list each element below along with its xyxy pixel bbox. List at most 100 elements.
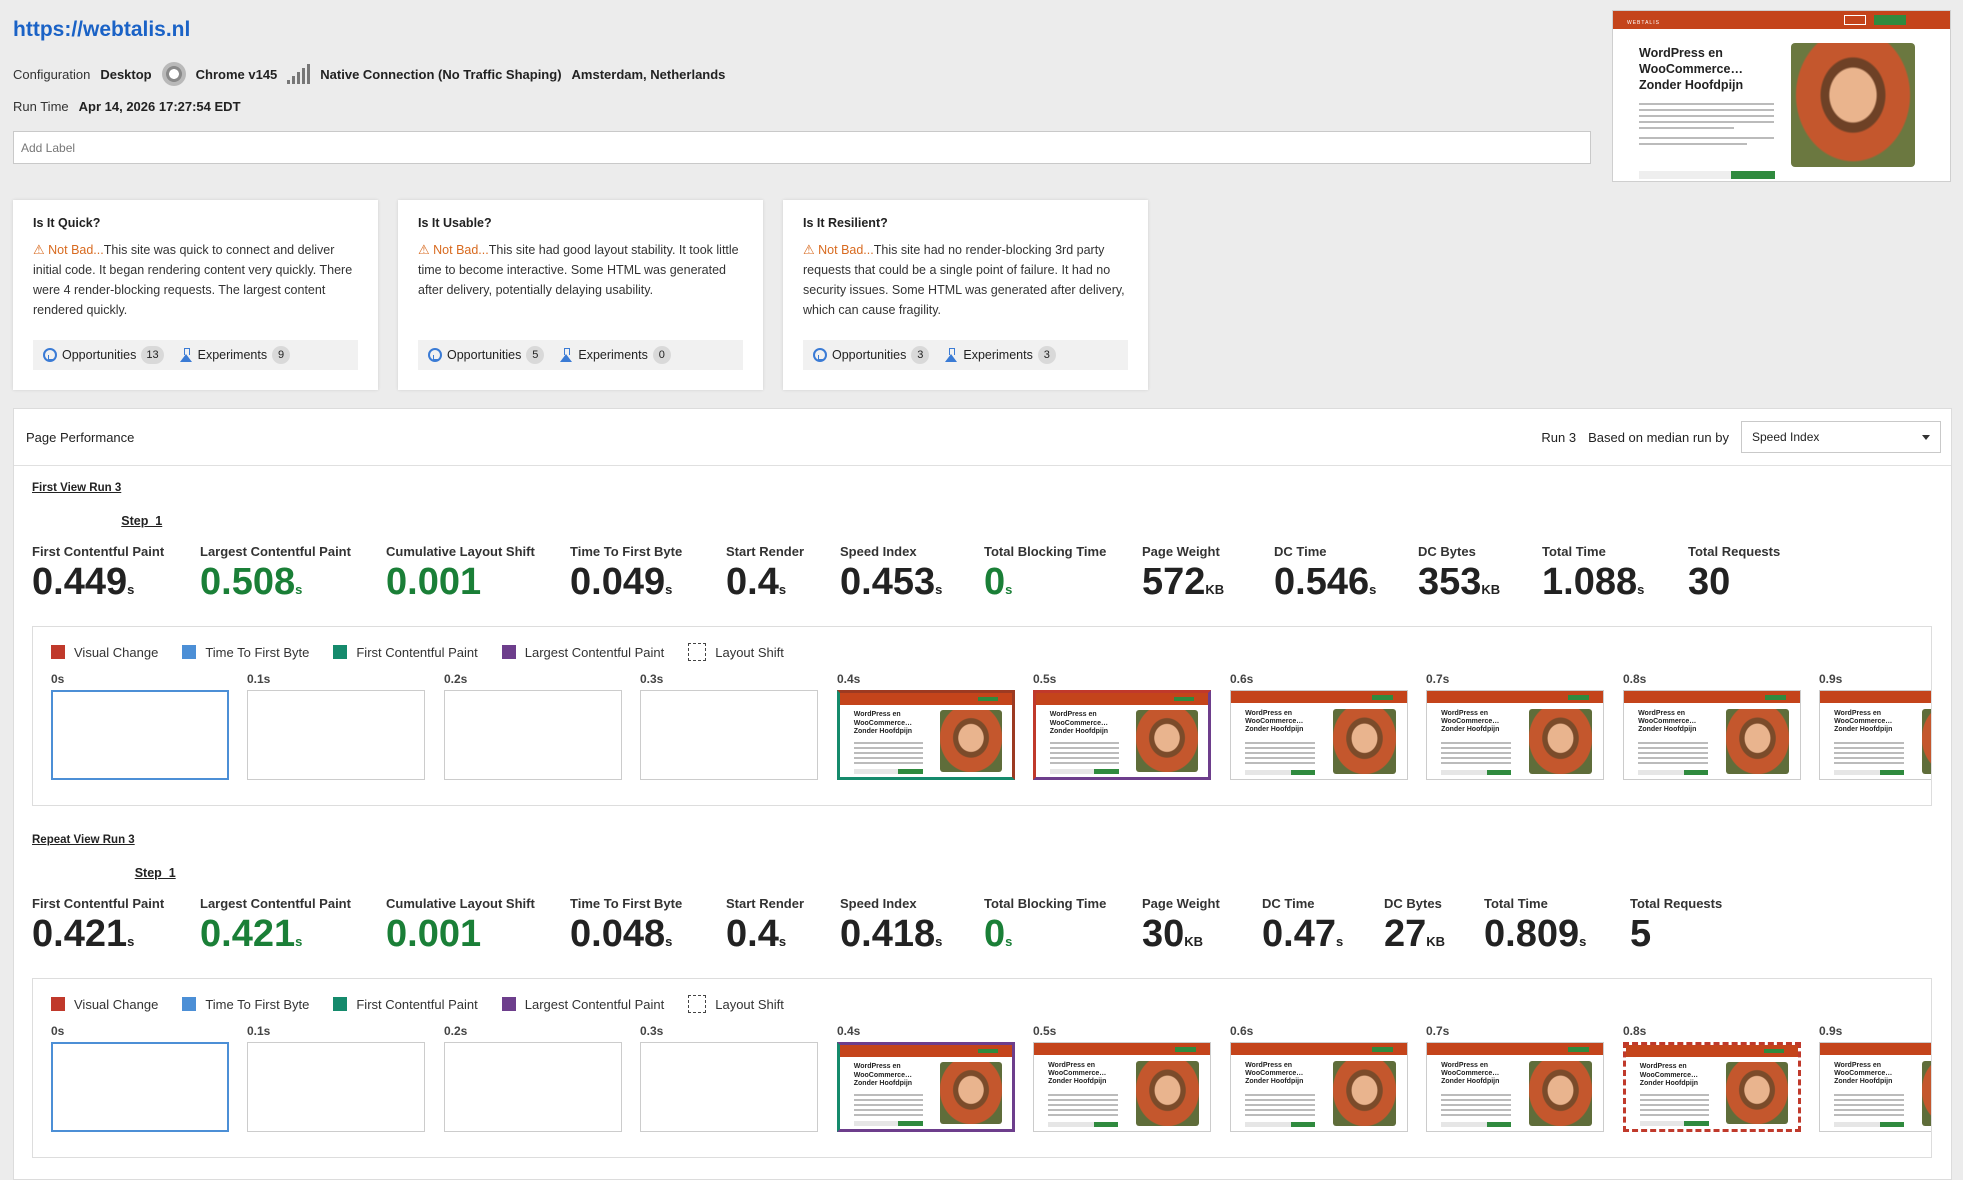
legend-label: Layout Shift xyxy=(715,644,784,660)
summary-cards: Is It Quick? ⚠ Not Bad...This site was q… xyxy=(13,200,1148,390)
frame-timestamp: 0.6s xyxy=(1230,672,1254,686)
frame-site-photo xyxy=(939,1061,1002,1124)
filmstrip-frame[interactable]: 0.4s WordPress en WooCommerce… Zonder Hoo… xyxy=(837,672,1015,780)
filmstrip-frame[interactable]: 0.5s WordPress en WooCommerce… Zonder Hoo… xyxy=(1033,1024,1211,1132)
filmstrip: Visual Change Time To First Byte First Con… xyxy=(32,626,1932,806)
metric-number: 0.508 xyxy=(200,561,296,603)
step-link[interactable]: Step_1 xyxy=(121,514,163,528)
legend-item-largest-contentful-paint: Largest Contentful Paint xyxy=(501,995,664,1013)
metric-unit: s xyxy=(1005,582,1013,597)
site-url-link[interactable]: https://webtalis.nl xyxy=(13,18,191,41)
metric-dc-time: DC Time 0.47s xyxy=(1262,896,1343,956)
legend-item-time-to-first-byte: Time To First Byte xyxy=(182,643,309,661)
filmstrip-frame[interactable]: 0.2s xyxy=(444,672,622,780)
frame-site-text xyxy=(853,741,923,767)
filmstrip-frame[interactable]: 0s xyxy=(51,1024,229,1132)
metric-time-to-first-byte: Time To First Byte 0.048s xyxy=(570,896,682,956)
card-verdict: Not Bad... xyxy=(818,243,874,257)
warning-icon: ⚠ xyxy=(33,242,45,257)
metric-unit: s xyxy=(665,582,673,597)
frame-site-header xyxy=(1820,1043,1931,1056)
frame-site-header xyxy=(1427,1043,1603,1056)
filmstrip-frame[interactable]: 0.9s WordPress en WooCommerce… Zonder Hoo… xyxy=(1819,672,1931,780)
card-description: This site was quick to connect and deliv… xyxy=(33,243,353,317)
frame-site-photo xyxy=(1726,708,1790,774)
runtime-value: Apr 14, 2026 17:27:54 EDT xyxy=(78,99,241,114)
connection-value: Native Connection (No Traffic Shaping) xyxy=(320,66,562,82)
first-view-link[interactable]: First View Run 3 xyxy=(32,482,122,494)
metric-label: Cumulative Layout Shift xyxy=(386,896,535,911)
metric-label: Time To First Byte xyxy=(570,544,683,559)
filmstrip-frame[interactable]: 0.5s WordPress en WooCommerce… Zonder Hoo… xyxy=(1033,672,1211,780)
filmstrip-frame[interactable]: 0s xyxy=(51,672,229,780)
metric-value: 0s xyxy=(984,561,1106,604)
metric-number: 27 xyxy=(1384,913,1427,955)
frame-site-headline: WordPress en WooCommerce… Zonder Hoofdpi… xyxy=(1049,711,1109,735)
legend-item-first-contentful-paint: First Contentful Paint xyxy=(333,995,478,1013)
thumb-login xyxy=(1844,15,1866,25)
add-label-input[interactable] xyxy=(13,131,1591,164)
experiments-label: Experiments xyxy=(963,348,1033,362)
frame-site-photo xyxy=(939,709,1002,772)
metric-value: 0.449s xyxy=(32,561,164,604)
frame-site-text xyxy=(1048,1094,1119,1119)
legend-label: Layout Shift xyxy=(715,996,784,1012)
thumb-brand: WEBTALIS xyxy=(1627,20,1660,26)
filmstrip-frame[interactable]: 0.7s WordPress en WooCommerce… Zonder Hoo… xyxy=(1426,672,1604,780)
legend-item-layout-shift: Layout Shift xyxy=(688,995,784,1013)
filmstrip-frame[interactable]: 0.1s xyxy=(247,1024,425,1132)
metric-label: Total Blocking Time xyxy=(984,896,1107,911)
metric-unit: s xyxy=(935,582,943,597)
metric-unit: KB xyxy=(1205,582,1225,597)
filmstrip-frame[interactable]: 0.7s WordPress en WooCommerce… Zonder Hoo… xyxy=(1426,1024,1604,1132)
filmstrip-frame[interactable]: 0.6s WordPress en WooCommerce… Zonder Hoo… xyxy=(1230,1024,1408,1132)
filmstrip-frame[interactable]: 0.6s WordPress en WooCommerce… Zonder Hoo… xyxy=(1230,672,1408,780)
metric-value: 0.546s xyxy=(1274,561,1376,604)
frame-screenshot xyxy=(444,1042,622,1132)
frame-timestamp: 0s xyxy=(51,1024,65,1038)
metric-number: 0.421 xyxy=(32,913,128,955)
metric-number: 0.049 xyxy=(570,561,666,603)
frame-site-form xyxy=(1834,770,1905,776)
filmstrip-frame[interactable]: 0.1s xyxy=(247,672,425,780)
metric-label: DC Time xyxy=(1262,896,1315,911)
frame-site-form xyxy=(1245,1122,1316,1128)
opportunities-count: 13 xyxy=(141,346,164,364)
filmstrip-frame[interactable]: 0.9s WordPress en WooCommerce… Zonder Hoo… xyxy=(1819,1024,1931,1132)
filmstrip-frame[interactable]: 0.2s xyxy=(444,1024,622,1132)
frame-site-photo xyxy=(1529,1060,1593,1126)
frame-site-header xyxy=(1034,1043,1210,1056)
page-screenshot-thumbnail[interactable]: WEBTALIS WordPress en WooCommerce… Zonde… xyxy=(1612,10,1951,182)
frame-site-form xyxy=(1441,1122,1512,1128)
legend-label: Visual Change xyxy=(74,996,159,1012)
filmstrip-frame[interactable]: 0.3s xyxy=(640,672,818,780)
legend-item-first-contentful-paint: First Contentful Paint xyxy=(333,643,478,661)
frame-site-header xyxy=(1231,691,1407,704)
browser-value: Chrome v145 xyxy=(195,66,278,82)
filmstrip-frame[interactable]: 0.8s WordPress en WooCommerce… Zonder Hoo… xyxy=(1623,1024,1801,1132)
repeat-view-link[interactable]: Repeat View Run 3 xyxy=(32,834,135,846)
legend-label: Visual Change xyxy=(74,644,159,660)
opportunities-link[interactable]: Opportunities 3 xyxy=(813,346,930,364)
legend-item-layout-shift: Layout Shift xyxy=(688,643,784,661)
median-metric-select[interactable]: Speed Index xyxy=(1741,421,1941,453)
step-link[interactable]: Step_1 xyxy=(134,866,176,880)
frame-site-text xyxy=(1834,1094,1905,1119)
metric-unit: s xyxy=(778,934,787,949)
experiments-link[interactable]: Experiments 3 xyxy=(945,346,1056,364)
filmstrip-frame[interactable]: 0.3s xyxy=(640,1024,818,1132)
experiments-link[interactable]: Experiments 0 xyxy=(560,346,671,364)
metric-label: Total Requests xyxy=(1630,896,1723,911)
metric-unit: KB xyxy=(1184,934,1204,949)
chrome-icon xyxy=(161,62,186,86)
filmstrip-frame[interactable]: 0.4s WordPress en WooCommerce… Zonder Hoo… xyxy=(837,1024,1015,1132)
experiments-link[interactable]: Experiments 9 xyxy=(179,346,291,364)
frame-site-text xyxy=(1245,1094,1316,1119)
opportunities-link[interactable]: Opportunities 13 xyxy=(43,346,164,364)
opportunities-link[interactable]: Opportunities 5 xyxy=(428,346,545,364)
frame-site-headline: WordPress en WooCommerce… Zonder Hoofdpi… xyxy=(1245,1062,1304,1086)
experiments-flask-icon xyxy=(179,348,193,362)
frame-site-text xyxy=(1245,742,1316,767)
card-text: ⚠ Not Bad...This site had no render-bloc… xyxy=(803,240,1128,320)
filmstrip-frame[interactable]: 0.8s WordPress en WooCommerce… Zonder Hoo… xyxy=(1623,672,1801,780)
